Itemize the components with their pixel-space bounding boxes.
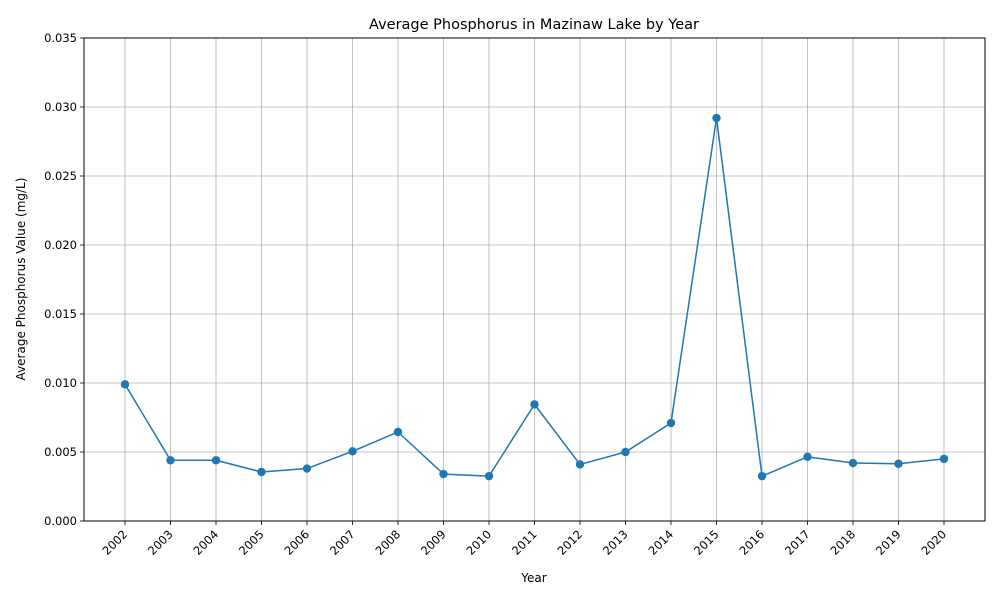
data-point [894,459,903,468]
x-tick-label: 2017 [782,527,813,558]
series-group [120,113,949,481]
x-tick-label: 2012 [555,527,586,558]
y-axis-label: Average Phosphorus Value (mg/L) [14,178,28,381]
y-tick-label: 0.005 [44,445,77,459]
y-tick-label: 0.015 [44,307,77,321]
x-tick-label: 2019 [873,527,904,558]
data-point [530,400,539,409]
x-axis-label: Year [520,571,546,585]
y-axis-ticks: 0.000 0.005 0.010 0.015 0.020 0.025 0.030 0.035 [44,31,84,528]
x-tick-label: 2013 [600,527,631,558]
data-point [257,467,266,477]
x-tick-label: 2020 [919,527,950,558]
y-tick-label: 0.030 [44,100,77,114]
data-point [348,447,357,456]
x-tick-label: 2009 [418,527,449,558]
data-point [302,464,312,473]
data-point [939,454,949,464]
y-tick-label: 0.020 [44,238,77,252]
data-point [575,460,585,469]
x-tick-label: 2010 [464,527,495,558]
x-tick-label: 2005 [236,527,267,558]
x-tick-label: 2006 [282,527,313,558]
data-point [393,427,403,437]
y-tick-label: 0.025 [44,169,77,183]
data-point [757,471,767,481]
x-tick-label: 2018 [828,527,859,558]
x-tick-label: 2015 [691,527,722,558]
data-point [803,452,812,462]
data-point [712,113,721,123]
data-point [484,471,494,481]
x-tick-label: 2007 [327,527,358,558]
x-tick-label: 2003 [145,527,176,558]
y-tick-label: 0.010 [44,376,77,390]
x-tick-label: 2004 [191,527,222,558]
x-tick-label: 2016 [737,527,768,558]
data-point [120,380,130,389]
data-point [439,469,448,479]
y-tick-label: 0.000 [44,514,77,528]
x-tick-label: 2014 [646,527,677,558]
x-axis-ticks: 2002 2003 2004 2005 2006 2007 2008 2009 2010 2011… [100,521,950,558]
data-point [166,456,175,465]
data-point [621,447,630,457]
x-tick-label: 2002 [100,527,131,558]
grid [84,37,985,522]
y-tick-label: 0.035 [44,31,77,45]
chart-title: Average Phosphorus in Mazinaw Lake by Ye… [369,17,699,33]
x-tick-label: 2008 [373,527,404,558]
x-tick-label: 2011 [509,527,540,558]
data-point [848,458,858,468]
data-point [666,418,676,428]
data-point [211,456,221,465]
